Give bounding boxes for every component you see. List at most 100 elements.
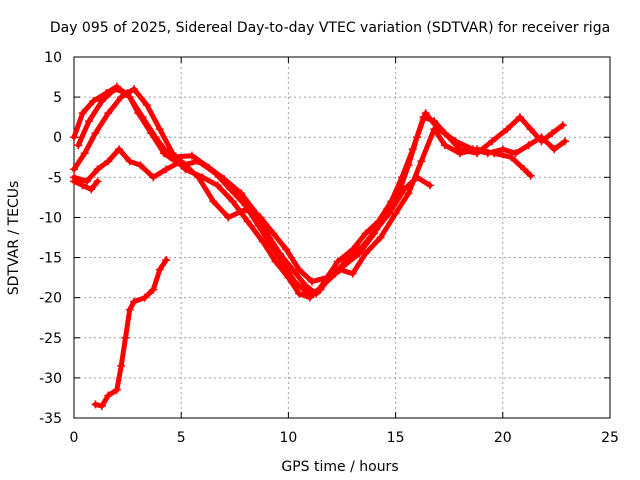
data-point [267,241,276,250]
chart-title: Day 095 of 2025, Sidereal Day-to-day VTE… [50,20,610,36]
data-point [254,221,263,230]
data-point [162,255,171,264]
data-point [391,209,400,218]
data-point [80,149,89,158]
data-point [361,229,370,238]
data-point [550,145,559,154]
y-tick-label: -35 [39,411,62,427]
data-point [130,85,139,94]
data-point [97,97,106,106]
data-point [498,145,507,154]
grid [74,57,610,418]
data-point [209,197,218,206]
data-point [149,285,158,294]
series-track-5 [70,177,102,194]
series-line [71,84,566,297]
data-point [548,129,557,138]
data-point [211,169,220,178]
data-point [194,157,203,166]
x-tick-label: 15 [387,430,405,446]
data-point [507,153,516,162]
data-point [372,225,381,234]
data-point [104,157,113,166]
y-axis: 10 5 0 -5 -10 -15 -20 -25 -30 -35 [39,50,610,427]
data-point [335,265,344,274]
data-point [295,265,304,274]
data-point [361,249,370,258]
data-point [258,237,267,246]
data-point [503,125,512,134]
data-point [237,189,246,198]
data-point [417,157,426,166]
data-point [560,137,569,146]
y-tick-label: 5 [53,90,62,106]
data-point [140,293,149,302]
data-point [376,233,385,242]
data-point [74,141,83,150]
data-point [78,109,87,118]
data-point [160,149,169,158]
data-point [256,213,265,222]
data-point [136,161,145,170]
data-point [520,165,529,174]
data-point [524,141,533,150]
data-point [511,149,520,158]
data-point [284,273,293,282]
series-track-1 [70,82,567,298]
y-tick-label: -30 [39,371,62,387]
x-tick-label: 20 [494,430,512,446]
data-point [333,257,342,266]
data-point [490,149,499,158]
data-point [162,165,171,174]
data-point [134,109,143,118]
data-point [97,401,106,410]
data-point [440,141,449,150]
data-point [473,145,482,154]
data-point [307,277,316,286]
x-tick-label: 10 [279,430,297,446]
data-point [142,101,151,110]
data-point [125,305,134,314]
data-point [91,400,100,409]
series-line [71,126,534,285]
y-tick-label: -10 [39,210,62,226]
data-point [121,333,130,342]
data-point [404,161,413,170]
series-track-3 [70,85,434,302]
data-point [104,109,113,118]
data-point [295,289,304,298]
y-tick-label: -25 [39,331,62,347]
data-point [421,109,430,118]
data-point [155,265,164,274]
data-point [359,241,368,250]
data-point [425,181,434,190]
data-point [91,129,100,138]
data-point [89,97,98,106]
plot-frame [73,56,611,419]
data-point [228,197,237,206]
data-point [110,85,119,94]
data-point [93,165,102,174]
data-point [318,281,327,290]
data-point [404,189,413,198]
data-point [117,93,126,102]
data-point [515,113,524,122]
x-axis-label: GPS time / hours [281,459,398,475]
data-point [213,181,222,190]
data-point [70,165,78,174]
data-point [93,177,102,186]
data-point [155,125,164,134]
y-tick-label: -20 [39,291,62,307]
x-tick-label: 0 [70,430,79,446]
data-point [558,121,567,130]
data-point [87,185,96,194]
data-point [115,145,124,154]
data-point [526,125,535,134]
data-point [451,137,460,146]
data-point [112,385,121,394]
data-point [187,151,196,160]
data-point [104,391,113,400]
series-track-4 [70,125,535,286]
data-point [271,257,280,266]
